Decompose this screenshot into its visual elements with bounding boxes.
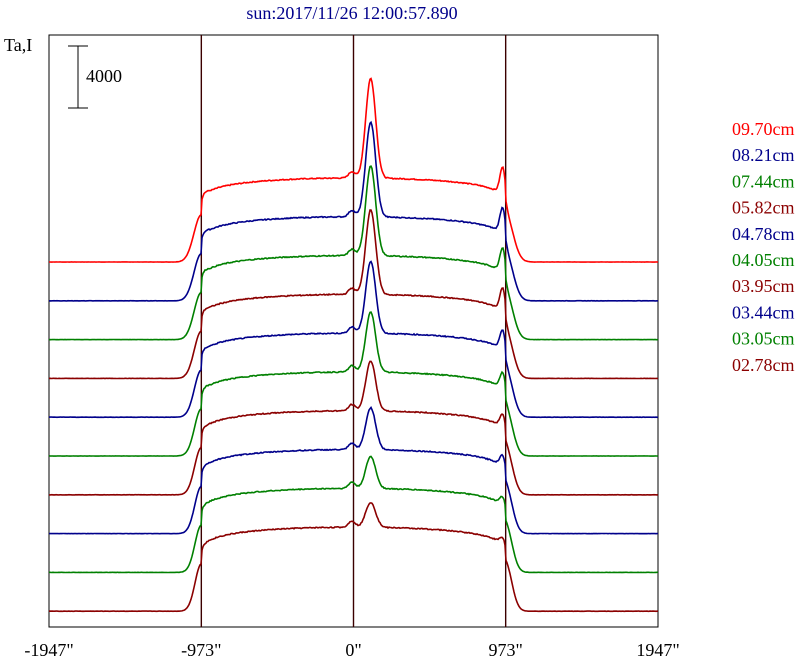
series-line-05.82cm <box>48 209 658 380</box>
legend-entry: 03.44cm <box>732 302 795 322</box>
series-line-02.78cm <box>48 502 659 613</box>
vertical-markers <box>200 35 507 627</box>
chart-title: sun:2017/11/26 12:00:57.890 <box>246 3 457 23</box>
legend-entry: 02.78cm <box>732 355 795 375</box>
legend-entry: 03.95cm <box>732 276 795 296</box>
scale-bar-label: 4000 <box>86 66 122 86</box>
series-line-08.21cm <box>48 120 658 302</box>
series-line-03.05cm <box>49 455 658 574</box>
series-line-04.05cm <box>48 311 659 457</box>
x-tick-label: 0" <box>345 640 361 660</box>
series-line-09.70cm <box>49 77 659 263</box>
series-line-03.44cm <box>48 406 659 535</box>
legend-entry: 05.82cm <box>732 198 795 218</box>
scale-bar: 4000 <box>68 45 122 109</box>
legend-entry: 03.05cm <box>732 329 795 349</box>
x-tick-label: -973" <box>181 640 221 660</box>
x-tick-label: 1947" <box>636 640 679 660</box>
legend-entry: 09.70cm <box>732 119 795 139</box>
y-axis-label: Ta,I <box>4 35 32 55</box>
x-tick-labels: -1947" -973" 0" 973" 1947" <box>24 640 679 660</box>
x-tick-label: -1947" <box>24 640 73 660</box>
legend-entry: 07.44cm <box>732 171 795 191</box>
series-line-04.78cm <box>48 260 659 419</box>
legend: 09.70cm 08.21cm 07.44cm 05.82cm 04.78cm 04.05… <box>732 119 795 375</box>
series-group <box>48 77 659 613</box>
series-line-03.95cm <box>49 360 659 496</box>
series-line-07.44cm <box>48 165 659 341</box>
legend-entry: 04.78cm <box>732 224 795 244</box>
legend-entry: 08.21cm <box>732 145 795 165</box>
legend-entry: 04.05cm <box>732 250 795 270</box>
x-tick-label: 973" <box>488 640 522 660</box>
